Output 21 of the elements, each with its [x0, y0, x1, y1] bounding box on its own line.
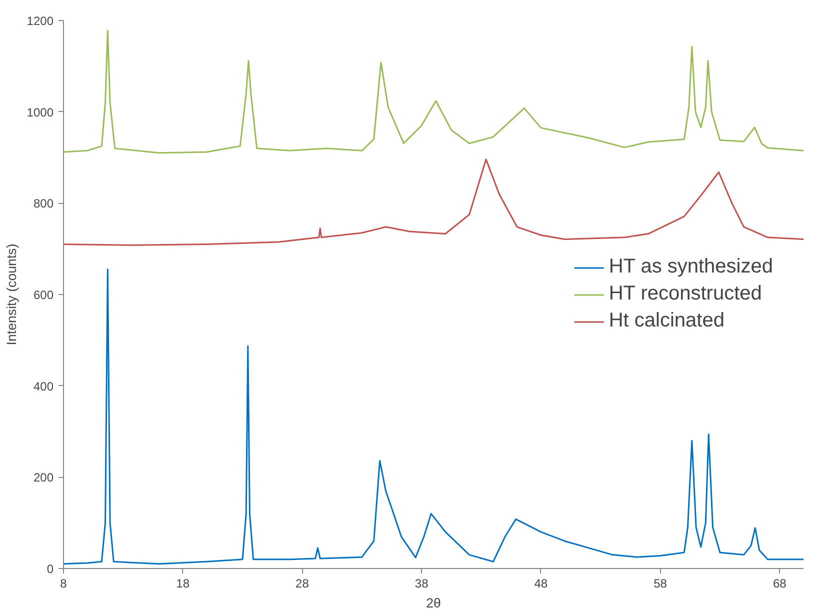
legend-label: HT reconstructed — [608, 282, 762, 306]
x-tick-label: 8 — [60, 576, 68, 590]
y-axis-title: Intensity (counts) — [4, 244, 19, 346]
y-tick-label: 800 — [33, 196, 54, 211]
y-tick-label: 1000 — [26, 105, 54, 120]
legend-label: Ht calcinated — [608, 310, 724, 332]
x-axis-title: 2θ — [426, 596, 441, 610]
y-tick-label: 400 — [33, 379, 54, 394]
y-tick-label: 600 — [33, 288, 54, 302]
line-series — [64, 30, 804, 154]
x-tick-label: 18 — [176, 576, 190, 590]
line-series — [64, 158, 804, 246]
legend-label: HT as synthesized — [608, 256, 773, 278]
x-tick-label: 68 — [772, 576, 787, 590]
x-tick-label: 38 — [414, 576, 429, 590]
x-tick-label: 48 — [534, 576, 548, 590]
y-tick-label: 1200 — [26, 14, 54, 28]
x-tick-label: 28 — [296, 576, 310, 590]
y-tick-label: 200 — [33, 470, 54, 485]
y-tick-label: 0 — [46, 562, 54, 576]
x-tick-label: 58 — [654, 576, 668, 590]
